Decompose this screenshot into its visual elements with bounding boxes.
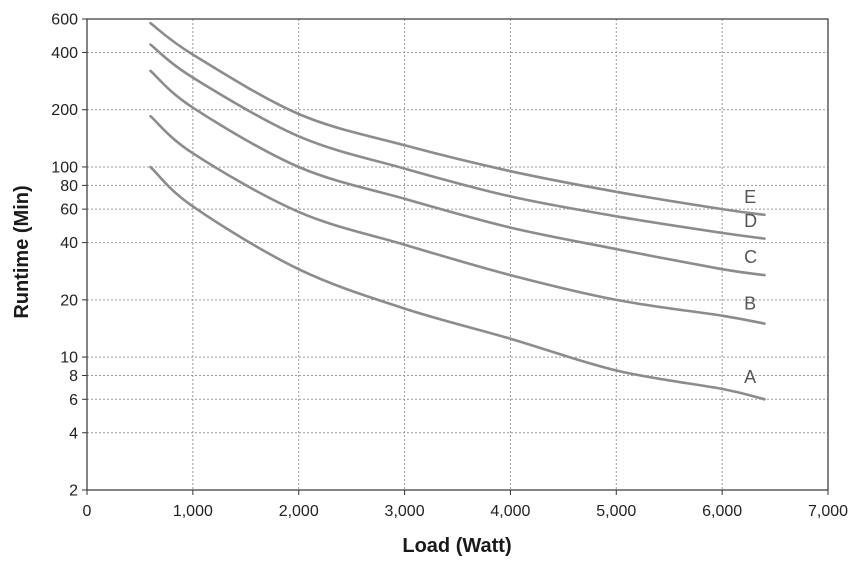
y-tick-label: 40: [60, 235, 78, 252]
x-axis-title: Load (Watt): [402, 535, 511, 557]
x-tick-label: 2,000: [279, 503, 319, 520]
series-line-e: [149, 21, 766, 217]
y-tick-label: 60: [60, 202, 78, 219]
x-tick-label: 3,000: [385, 503, 425, 520]
x-tick-label: 6,000: [702, 503, 742, 520]
y-tick-label: 100: [51, 159, 78, 176]
y-tick-label: 80: [60, 178, 78, 195]
series-line-a: [149, 165, 766, 401]
y-tick-label: 10: [60, 350, 78, 367]
series-label-b: B: [744, 294, 756, 314]
series-label-a: A: [744, 367, 756, 387]
series-line-c: [149, 69, 766, 277]
gridlines: [87, 19, 828, 490]
series-label-e: E: [744, 187, 756, 207]
y-tick-label: 8: [69, 368, 78, 385]
y-tick-label: 600: [51, 12, 78, 29]
axis-ticks: 0 1,000 2,000 3,000 4,000 5,000 6,000 7,000 2 4 6 8…: [51, 12, 848, 521]
series-line-b: [149, 114, 766, 325]
x-tick-label: 0: [83, 503, 92, 520]
series-label-c: C: [744, 247, 757, 267]
x-tick-label: 5,000: [596, 503, 636, 520]
y-tick-label: 4: [69, 425, 78, 442]
y-tick-label: 2: [69, 483, 78, 500]
series-lines: [149, 21, 766, 401]
y-tick-label: 20: [60, 292, 78, 309]
x-tick-label: 7,000: [808, 503, 848, 520]
series-line-d: [149, 43, 766, 240]
plot-area-frame: [86, 18, 829, 491]
y-tick-label: 400: [51, 45, 78, 62]
x-tick-label: 4,000: [490, 503, 530, 520]
series-labels: A B CDE: [744, 187, 757, 387]
y-tick-label: 6: [69, 392, 78, 409]
series-label-d: D: [744, 211, 757, 231]
y-axis-title: Runtime (Min): [11, 185, 33, 318]
x-tick-label: 1,000: [173, 503, 213, 520]
y-tick-label: 200: [51, 102, 78, 119]
